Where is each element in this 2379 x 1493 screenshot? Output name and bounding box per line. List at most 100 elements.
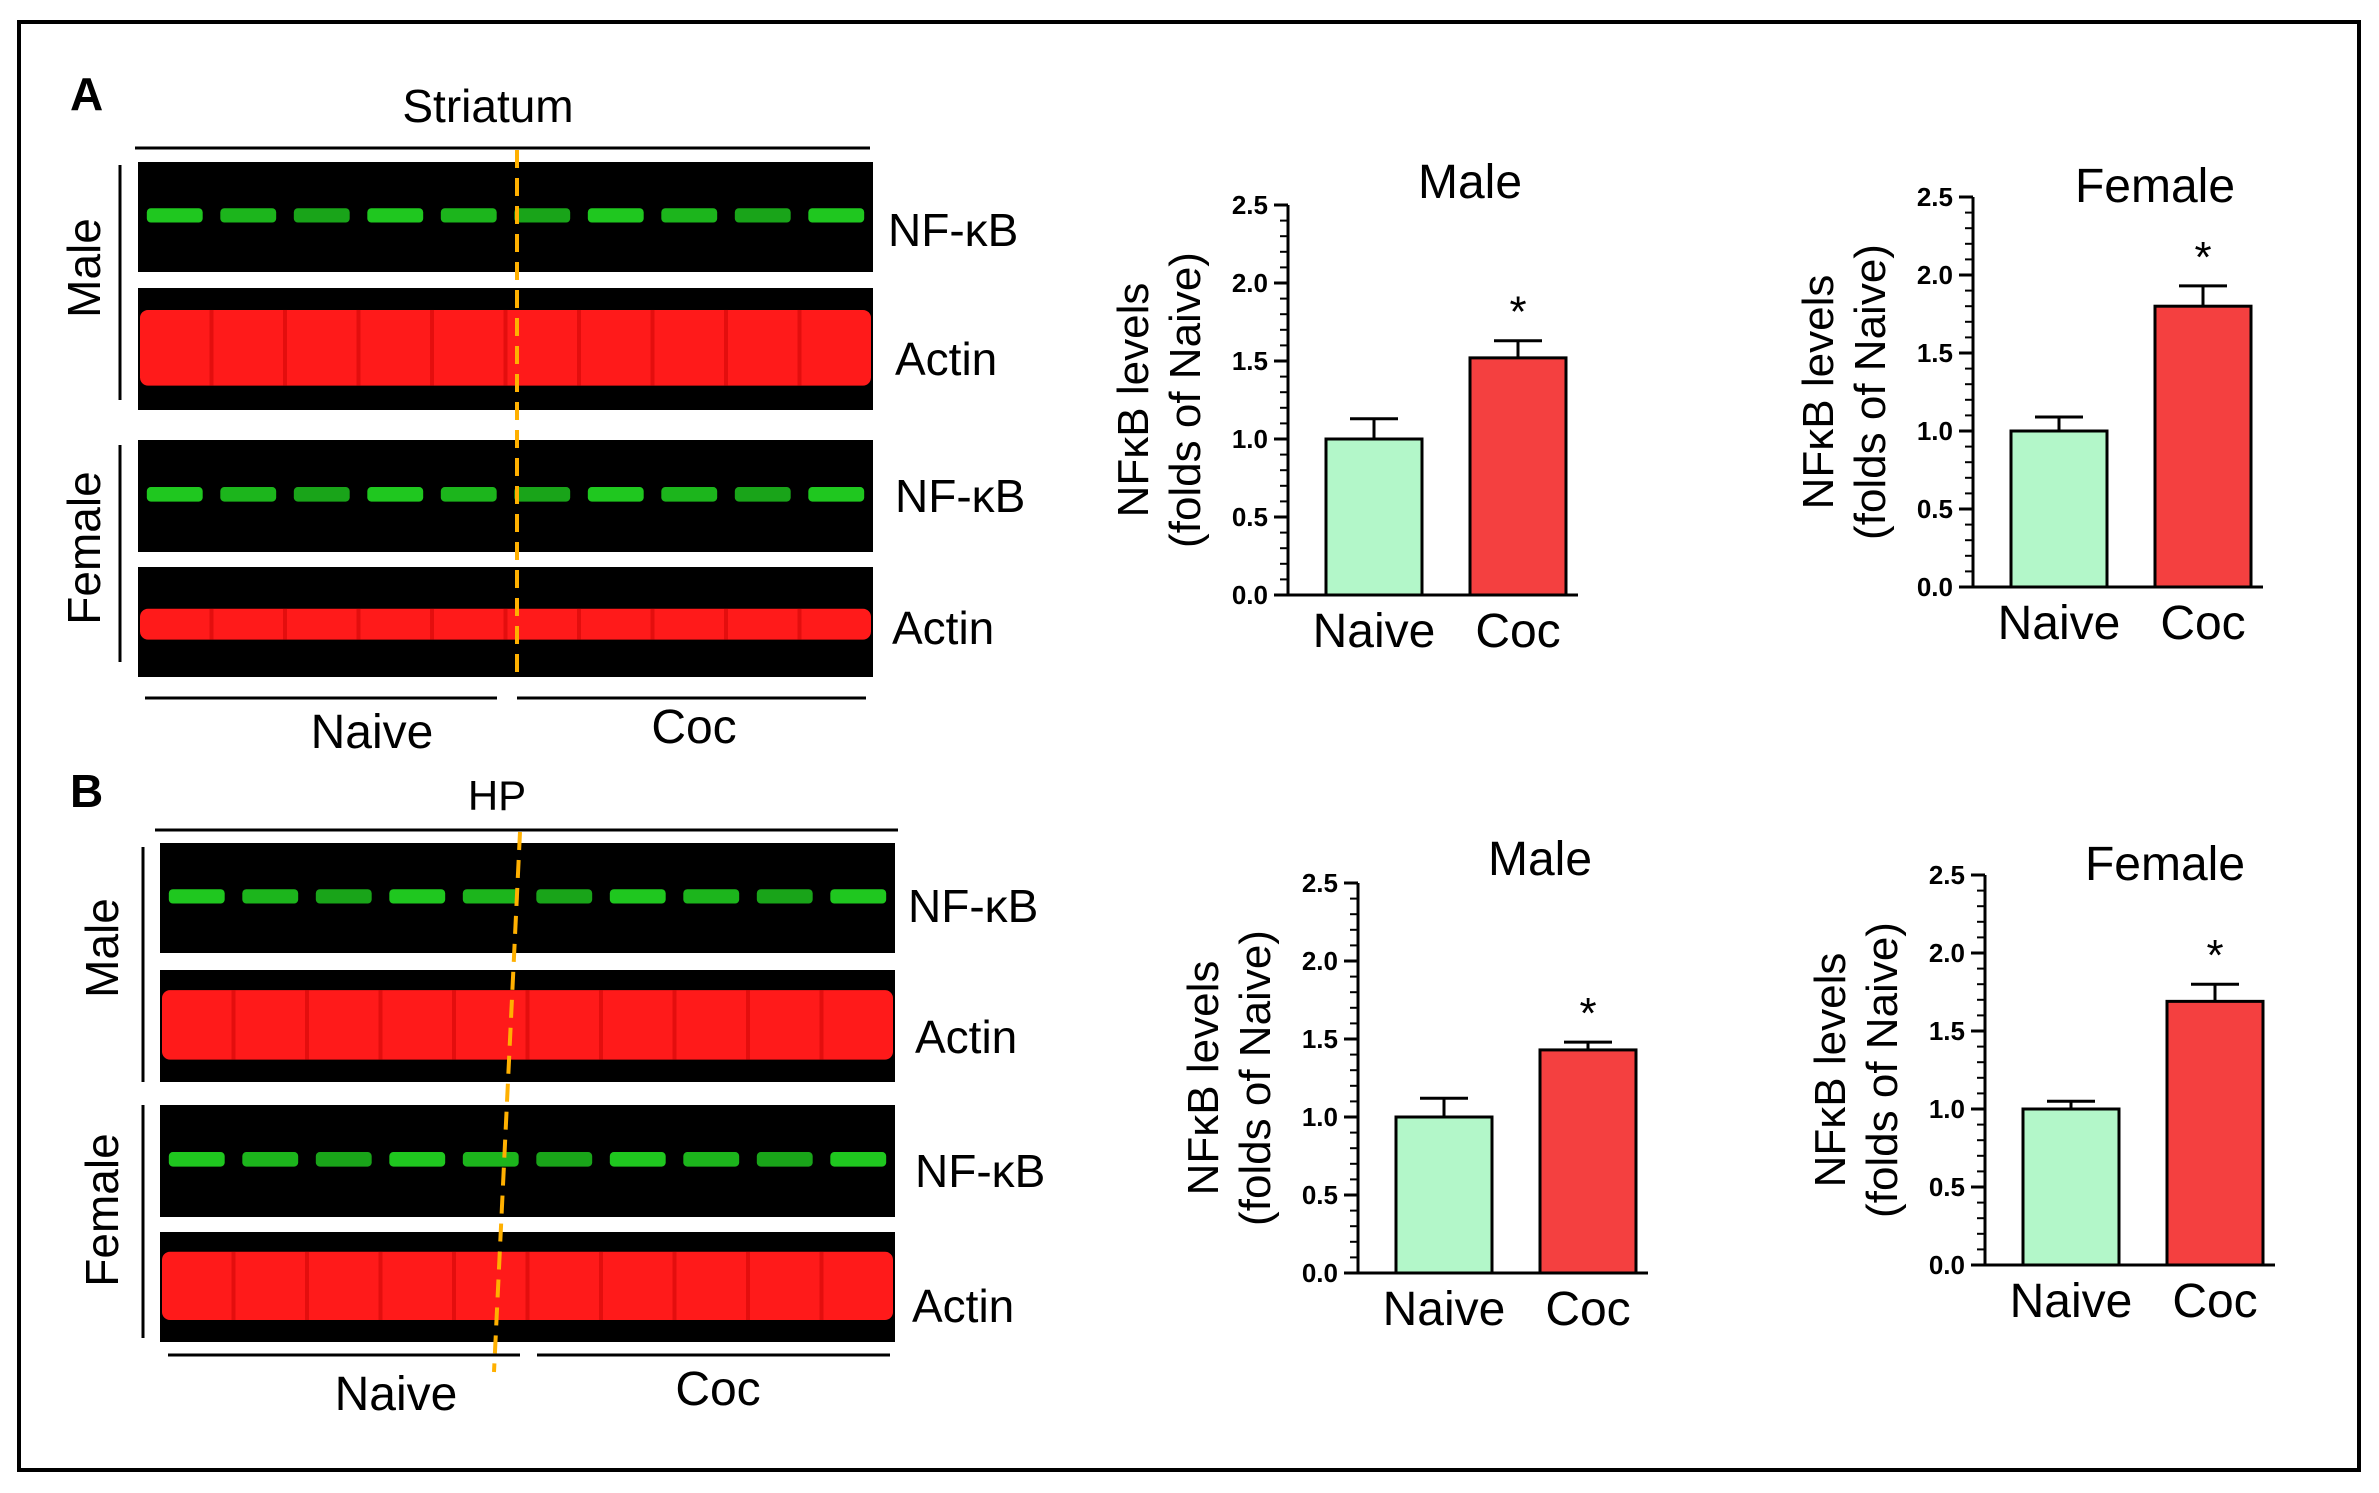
chart-ylabel: NFκB levels — [1179, 961, 1228, 1196]
x-category-label: Coc — [2172, 1275, 2257, 1328]
bar-naive — [1324, 437, 1424, 597]
panel-a-letter: A — [70, 68, 103, 120]
x-category-label: Naive — [1313, 605, 1436, 658]
y-tick-label: 0.5 — [1302, 1180, 1338, 1210]
bar-naive — [1394, 1115, 1494, 1275]
bar-naive — [2021, 1107, 2121, 1267]
actin-lane-gap — [650, 309, 655, 386]
y-tick-label: 1.0 — [1929, 1094, 1965, 1124]
nfkb-band — [389, 1152, 446, 1167]
nfkb-band — [462, 1152, 519, 1167]
nfkb-band — [293, 487, 350, 502]
actin-lane-gap — [378, 990, 383, 1060]
nfkb-band — [734, 487, 791, 502]
nfkb-band — [609, 1152, 666, 1167]
actin-lane-gap — [797, 608, 802, 640]
nfkb-band — [168, 889, 225, 904]
y-tick-label: 2.0 — [1917, 260, 1953, 290]
actin-lane-gap — [599, 1251, 603, 1320]
actin-band — [140, 608, 871, 640]
panel-b-divider — [492, 831, 522, 1373]
y-tick-label: 2.5 — [1917, 182, 1953, 212]
x-category-label: Naive — [2010, 1275, 2133, 1328]
chart-a-male: Male NFκB levels (folds of Naive) 0.0 0.5 1.0… — [1109, 156, 1578, 658]
bar-naive — [2009, 429, 2109, 589]
chart-ylabel: NFκB levels — [1109, 283, 1158, 518]
actin-lane-gap — [356, 309, 361, 386]
panel-b-band-label-2: Actin — [915, 1011, 1017, 1063]
y-tick-label: 1.5 — [1929, 1016, 1965, 1046]
nfkb-band — [293, 208, 350, 223]
y-tick-label: 1.5 — [1917, 338, 1953, 368]
actin-lane-gap — [672, 990, 677, 1060]
chart-a-female: Female NFκB levels (folds of Naive) 0.0 0.5 1… — [1794, 160, 2263, 650]
nfkb-band — [609, 889, 666, 904]
nfkb-band — [440, 208, 497, 223]
actin-lane-gap — [797, 309, 802, 386]
panel-a-region: Striatum — [402, 80, 573, 132]
panel-a-group-coc: Coc — [651, 701, 736, 754]
actin-lane-gap — [378, 1251, 383, 1320]
actin-lane-gap — [746, 990, 750, 1060]
nfkb-band — [367, 208, 424, 223]
actin-lane-gap — [724, 309, 728, 386]
nfkb-band — [367, 487, 424, 502]
actin-band — [140, 309, 871, 386]
panel-b-blots — [160, 831, 895, 1373]
nfkb-band — [220, 487, 277, 502]
chart-ylabel: (folds of Naive) — [1846, 244, 1895, 540]
panel-b-band-label-4: Actin — [912, 1280, 1014, 1332]
chart-ylabel: NFκB levels — [1794, 275, 1843, 510]
bar-coc — [1468, 356, 1568, 597]
chart-ylabel: (folds of Naive) — [1161, 252, 1210, 548]
y-tick-label: 1.5 — [1232, 346, 1268, 376]
y-tick-label: 2.0 — [1232, 268, 1268, 298]
nfkb-band — [830, 889, 887, 904]
x-category-label: Naive — [1383, 1283, 1506, 1336]
panel-b-sex-female: Female — [76, 1133, 128, 1286]
actin-lane-gap — [577, 309, 581, 386]
nfkb-band — [514, 208, 571, 223]
significance-marker: * — [2194, 233, 2211, 282]
y-tick-label: 0.5 — [1929, 1172, 1965, 1202]
nfkb-band — [536, 889, 593, 904]
significance-marker: * — [2206, 931, 2223, 980]
panel-a-sex-male: Male — [58, 218, 110, 318]
nfkb-band — [146, 487, 203, 502]
significance-marker: * — [1579, 989, 1596, 1038]
y-tick-label: 0.0 — [1232, 580, 1268, 610]
y-tick-label: 2.5 — [1929, 860, 1965, 890]
panel-a-band-label-1: NF-κB — [888, 204, 1018, 256]
nfkb-band — [315, 1152, 372, 1167]
nfkb-band — [146, 208, 203, 223]
nfkb-band — [462, 889, 519, 904]
actin-lane-gap — [430, 608, 434, 640]
panel-a-group-naive: Naive — [311, 706, 434, 759]
nfkb-band — [587, 487, 644, 502]
x-category-label: Coc — [2160, 597, 2245, 650]
nfkb-band — [220, 208, 277, 223]
panel-b-group-naive: Naive — [335, 1368, 458, 1421]
y-tick-label: 2.0 — [1929, 938, 1965, 968]
nfkb-band — [683, 889, 740, 904]
chart-ylabel: (folds of Naive) — [1231, 930, 1280, 1226]
chart-b-female: Female NFκB levels (folds of Naive) 0.0 0.5 1… — [1806, 838, 2275, 1328]
actin-lane-gap — [819, 990, 824, 1060]
nfkb-band — [661, 487, 718, 502]
chart-title: Male — [1418, 156, 1522, 209]
bar-coc — [1538, 1048, 1638, 1275]
actin-lane-gap — [650, 608, 655, 640]
nfkb-band — [756, 889, 813, 904]
actin-lane-gap — [430, 309, 434, 386]
actin-lane-gap — [503, 608, 508, 640]
panel-a-band-label-2: Actin — [895, 333, 997, 385]
y-tick-label: 0.0 — [1929, 1250, 1965, 1280]
actin-lane-gap — [305, 990, 309, 1060]
nfkb-band — [830, 1152, 887, 1167]
actin-band — [162, 990, 893, 1060]
actin-lane-gap — [577, 608, 581, 640]
nfkb-band — [587, 208, 644, 223]
nfkb-band — [315, 889, 372, 904]
